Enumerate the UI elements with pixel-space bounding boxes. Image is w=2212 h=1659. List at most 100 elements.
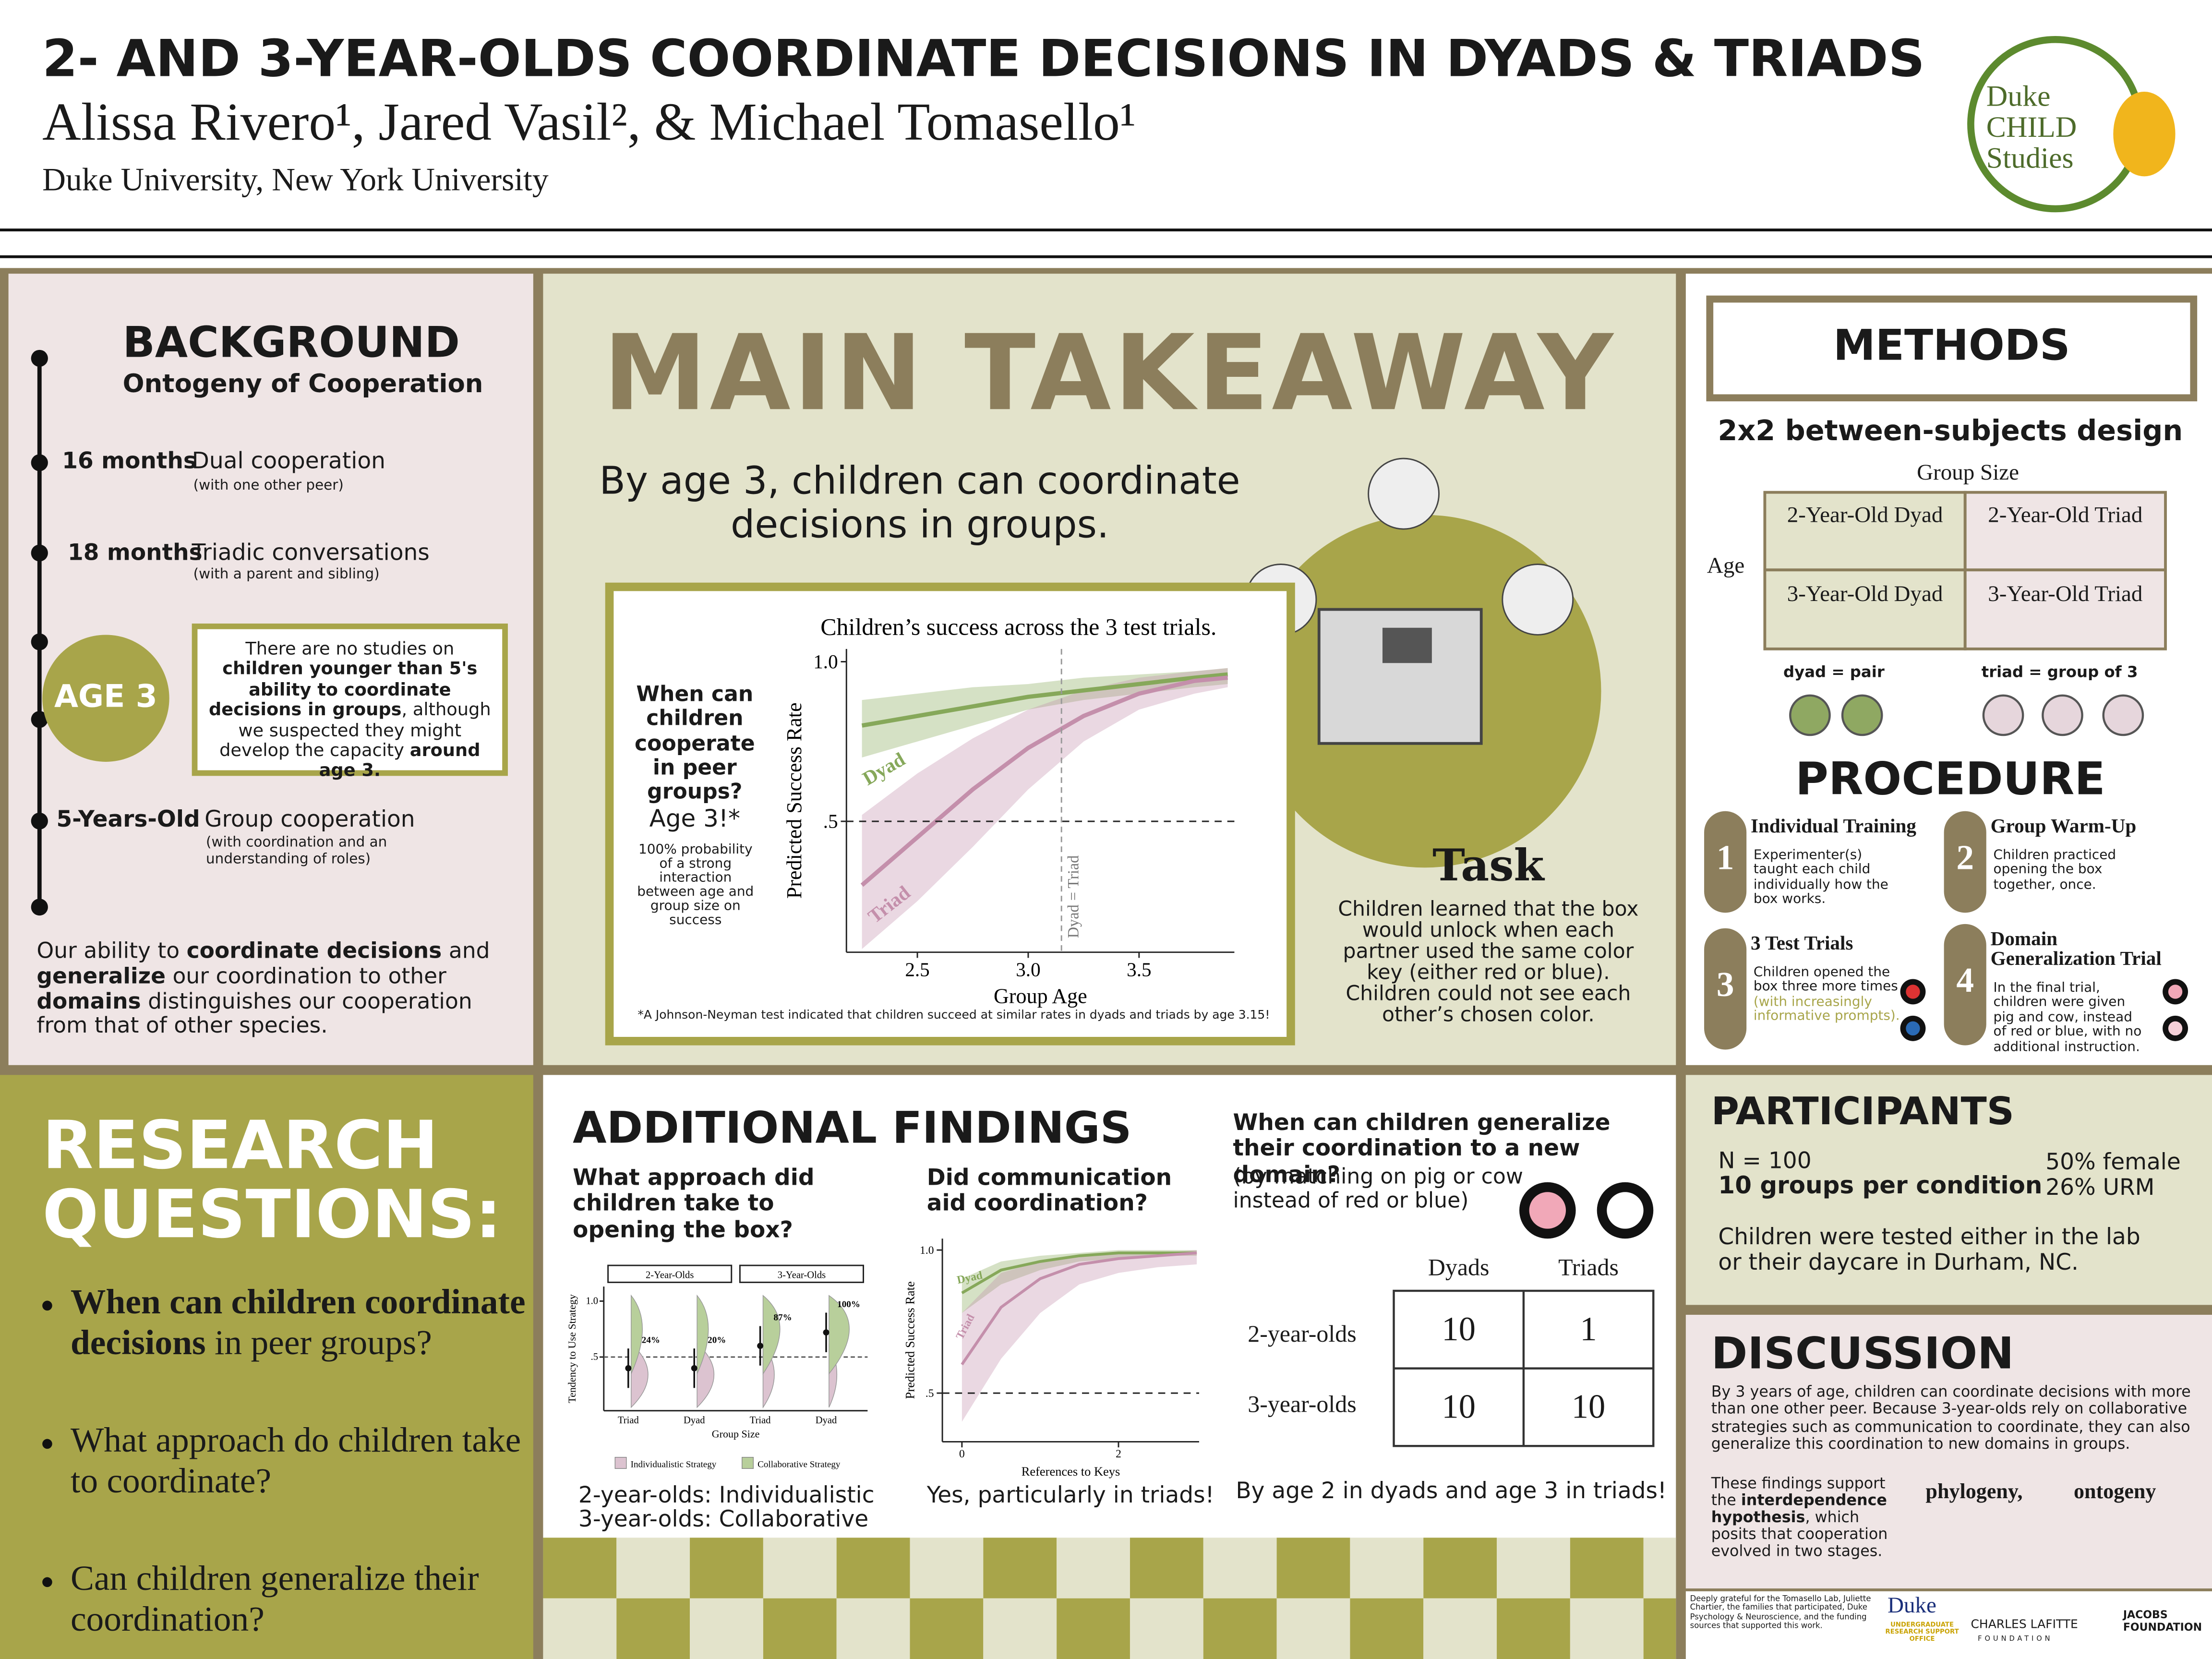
bullet bbox=[42, 1300, 52, 1311]
chart-title: Children’s success across the 3 test tri… bbox=[820, 613, 1216, 640]
text-run: domains bbox=[36, 988, 141, 1014]
timeline-age: 18 months bbox=[68, 539, 203, 566]
table-value: 10 bbox=[1442, 1312, 1476, 1349]
label: phylogeny, bbox=[1925, 1481, 2023, 1504]
step-number: 4 bbox=[1956, 962, 1974, 1000]
chart-box bbox=[605, 582, 1295, 1046]
text-run: Can children generalize their coordinati… bbox=[70, 1560, 479, 1639]
row-header: 2-year-olds bbox=[1248, 1320, 1357, 1347]
label: ontogeny bbox=[2074, 1481, 2156, 1504]
timeline-note: (with one other peer) bbox=[193, 478, 344, 494]
point bbox=[625, 1365, 632, 1371]
panel bbox=[1685, 1314, 2212, 1589]
answer: By age 2 in dyads and age 3 in triads! bbox=[1236, 1477, 1667, 1504]
main-title: MAIN TAKEAWAY bbox=[603, 313, 1616, 435]
step-text: Children opened the box three more times bbox=[1753, 965, 1898, 996]
text-run: distinguishes our cooperation from that … bbox=[36, 988, 472, 1039]
answer: Yes, particularly in triads! bbox=[926, 1481, 1214, 1508]
x-tick-label: Triad bbox=[750, 1415, 771, 1426]
answer-note: 100% probability of a strong interaction… bbox=[637, 842, 754, 928]
y-axis-label: Predicted Success Rate bbox=[782, 702, 806, 899]
logo-giraffe bbox=[2113, 92, 2176, 177]
text-run: These findings support the bbox=[1711, 1474, 1886, 1510]
task-title: Task bbox=[1432, 841, 1544, 892]
section-title: PROCEDURE bbox=[1795, 752, 2105, 806]
text-run: What approach do children take to coordi… bbox=[70, 1422, 521, 1501]
text-run: Our ability to bbox=[36, 938, 187, 964]
text-run: our coordination to other bbox=[166, 963, 446, 989]
step-title: Domain Generalization Trial bbox=[1990, 929, 2162, 971]
step-title: 3 Test Trials bbox=[1751, 934, 1853, 955]
discussion-text: By 3 years of age, children can coordina… bbox=[1711, 1382, 2191, 1454]
column-header: Triads bbox=[1558, 1254, 1619, 1281]
text-run: in peer groups? bbox=[205, 1324, 432, 1363]
step-title: Individual Training bbox=[1751, 817, 1916, 838]
stat: 26% URM bbox=[2045, 1174, 2155, 1201]
logo-text: Studies bbox=[1986, 141, 2074, 175]
point bbox=[757, 1343, 764, 1349]
panel-label: 2-Year-Olds bbox=[646, 1270, 694, 1281]
text-run: generalize bbox=[36, 963, 166, 989]
definition: triad = group of 3 bbox=[1981, 663, 2138, 682]
question-item: What approach do children take to coordi… bbox=[39, 1422, 536, 1503]
y-axis-label: Tendency to Use Strategy bbox=[566, 1294, 578, 1403]
probability-label: 24% bbox=[642, 1335, 660, 1345]
logo-text: Duke bbox=[1887, 1594, 1936, 1618]
illustration-child bbox=[1502, 564, 1574, 636]
logo-text: Duke bbox=[1986, 79, 2051, 113]
density bbox=[631, 1294, 643, 1374]
line bbox=[961, 1251, 1197, 1295]
question-item: When can children coordinate decisions i… bbox=[39, 1284, 536, 1365]
section-title: RESEARCH QUESTIONS: bbox=[42, 1107, 502, 1255]
answer: 2-year-olds: Individualistic bbox=[578, 1481, 875, 1508]
question: What approach did children take to openi… bbox=[573, 1164, 815, 1243]
section-title: PARTICIPANTS bbox=[1711, 1090, 2014, 1134]
text-run: children younger than 5's ability to coo… bbox=[208, 658, 478, 720]
timeline-age: 16 months bbox=[62, 447, 197, 474]
text-run: interdependence hypothesis bbox=[1711, 1491, 1887, 1527]
step-note: (with increasingly informative prompts). bbox=[1753, 994, 1900, 1025]
text-run: There are no studies on bbox=[245, 637, 455, 659]
step-number: 2 bbox=[1956, 839, 1974, 878]
probability-label: 20% bbox=[708, 1335, 726, 1345]
point bbox=[823, 1329, 830, 1336]
question: When can children cooperate in peer grou… bbox=[635, 681, 755, 805]
group-dots bbox=[1789, 694, 2144, 736]
section-title: BACKGROUND bbox=[122, 319, 460, 369]
x-axis-label: Group Size bbox=[712, 1428, 760, 1440]
methods-title-box bbox=[1706, 295, 2198, 402]
step-text: Experimenter(s) taught each child indivi… bbox=[1753, 848, 1888, 908]
stat: 10 groups per condition bbox=[1718, 1172, 2043, 1201]
question: When can children generalize their coord… bbox=[1233, 1108, 1611, 1188]
probability-label: 100% bbox=[837, 1299, 860, 1310]
y-tick-label: .5 bbox=[591, 1352, 598, 1362]
step-number: 1 bbox=[1716, 839, 1734, 878]
statement: By age 3, children can coordinate decisi… bbox=[599, 460, 1240, 548]
timeline-dots bbox=[31, 349, 48, 916]
x-tick-label: Triad bbox=[618, 1415, 639, 1426]
x-tick-label: Dyad bbox=[684, 1415, 705, 1426]
y-tick-label: .5 bbox=[823, 810, 838, 832]
callout: There are no studies on children younger… bbox=[206, 637, 494, 781]
hypothesis: These findings support the interdependen… bbox=[1711, 1474, 1909, 1560]
section-title: METHODS bbox=[1833, 322, 2070, 371]
answer: Age 3!* bbox=[649, 805, 740, 834]
affiliation: Duke University, New York University bbox=[42, 162, 549, 198]
point bbox=[691, 1365, 697, 1371]
illustration-table bbox=[1317, 608, 1483, 745]
text-run: , which posits that cooperation evolved … bbox=[1711, 1507, 1888, 1560]
step: Group Warm-Up Children practiced opening … bbox=[1991, 817, 2195, 893]
ci-band bbox=[862, 668, 1228, 757]
reference-label: Dyad = Triad bbox=[1064, 855, 1082, 938]
gen-table-grid bbox=[1393, 1289, 1655, 1447]
legend-swatch bbox=[742, 1457, 754, 1469]
age3-circle bbox=[42, 635, 169, 762]
bullet bbox=[42, 1439, 52, 1449]
callout-box bbox=[192, 623, 508, 776]
footnote: *A Johnson-Neyman test indicated that ch… bbox=[637, 1009, 1270, 1023]
y-tick-label: 1.0 bbox=[813, 650, 838, 673]
step: Domain Generalization Trial In the final … bbox=[1990, 929, 2167, 1056]
table-value: 1 bbox=[1580, 1312, 1597, 1349]
density bbox=[762, 1295, 781, 1375]
design-cell: 2-Year-Old Triad bbox=[1988, 504, 2143, 528]
